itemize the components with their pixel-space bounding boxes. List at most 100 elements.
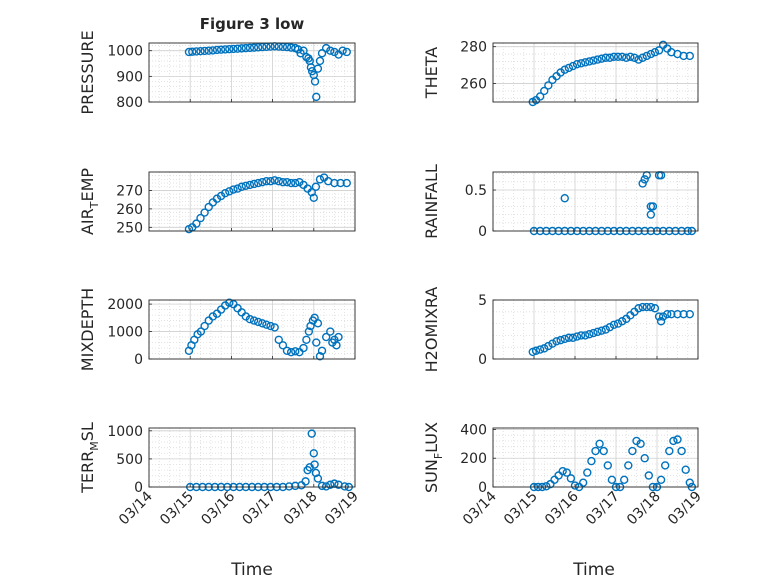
data-point (334, 332, 343, 342)
data-point (282, 346, 292, 355)
data-point (605, 322, 615, 332)
data-point (685, 51, 694, 61)
data-point (200, 46, 209, 56)
data-point (540, 344, 549, 353)
data-point (609, 52, 619, 62)
subplot-rainfall: 0 0.5 RAINFALL (422, 164, 699, 240)
x-tick-label: 03/16 (542, 488, 582, 528)
data-point (225, 298, 234, 307)
data-point (278, 341, 288, 350)
data-point (579, 478, 588, 487)
data-point (311, 182, 321, 191)
data-point (313, 64, 323, 73)
data-point (330, 178, 339, 188)
data-point (640, 454, 649, 463)
data-point (560, 65, 569, 74)
y-tick-label: 270 (116, 183, 143, 199)
data-point (253, 43, 263, 52)
label-part: LUX (422, 422, 441, 453)
data-point (620, 475, 629, 485)
data-point (338, 46, 347, 55)
subplot-pressure: 800 900 1000 PRESSURE (78, 30, 356, 115)
y-tick-label: 1000 (107, 44, 143, 60)
data-point (221, 189, 230, 198)
data-point (685, 309, 694, 319)
data-point (315, 56, 325, 66)
data-point (342, 47, 351, 57)
data-point (307, 429, 316, 438)
y-tick-label: 260 (460, 77, 487, 93)
data-point (249, 316, 259, 325)
data-point (654, 312, 664, 321)
y-tick-label: 2000 (107, 297, 143, 313)
data-point (617, 52, 627, 62)
data-point (552, 337, 561, 346)
data-point (634, 304, 643, 313)
data-point (531, 346, 541, 355)
data-point (282, 177, 292, 187)
data-point (204, 46, 213, 55)
y-tick-label: 200 (460, 451, 487, 467)
data-point (593, 55, 602, 64)
axes-box (148, 299, 356, 360)
data-point (583, 468, 592, 477)
data-point (597, 54, 606, 63)
data-point (535, 92, 545, 101)
y-tick-label: 0.5 (465, 183, 487, 199)
data-point (589, 56, 598, 65)
data-point (317, 481, 327, 491)
data-point (634, 55, 643, 64)
x-tick-label: 03/19 (322, 489, 362, 529)
data-point (597, 326, 606, 335)
data-point (638, 53, 647, 62)
data-point (204, 202, 213, 212)
data-point (540, 86, 549, 96)
y-tick-label: 0 (478, 480, 487, 496)
data-point (262, 177, 271, 186)
rainfall-y-axis-label: RAINFALL (422, 164, 441, 239)
data-point (593, 327, 602, 337)
data-point (595, 439, 604, 449)
data-point (321, 332, 331, 342)
data-point (270, 176, 279, 185)
data-point (291, 178, 300, 188)
data-point (673, 309, 682, 319)
data-point (286, 178, 296, 188)
data-point (266, 321, 275, 331)
data-point (638, 302, 647, 312)
data-point (278, 177, 288, 187)
data-point (542, 482, 551, 491)
y-tick-label: 0 (134, 352, 143, 368)
data-point (286, 347, 296, 357)
data-point (562, 468, 571, 477)
data-point (200, 321, 209, 331)
data-point (241, 43, 251, 53)
x-tick-label: 03/15 (501, 489, 541, 529)
data-point (326, 46, 335, 55)
data-point (642, 302, 651, 312)
data-point (661, 461, 670, 470)
data-point (636, 439, 645, 449)
air-temp-y-axis-label: AIRTEMP (78, 168, 101, 235)
data-point (544, 341, 553, 351)
data-point (564, 333, 574, 342)
data-point (326, 480, 335, 489)
data-point (196, 327, 206, 336)
data-point (581, 331, 590, 340)
data-point (644, 471, 653, 480)
data-point (570, 481, 580, 490)
data-point (330, 47, 339, 57)
data-point (566, 474, 576, 483)
data-point (568, 61, 578, 71)
axes-box (492, 42, 699, 103)
data-point (274, 335, 283, 344)
data-point (613, 52, 623, 62)
data-point (648, 202, 658, 211)
data-point (309, 193, 318, 203)
label-part: TERR (78, 451, 97, 494)
data-point (311, 468, 321, 478)
data-point (208, 46, 218, 55)
axes-box (492, 427, 699, 488)
data-point (342, 178, 351, 188)
data-point (677, 446, 686, 456)
